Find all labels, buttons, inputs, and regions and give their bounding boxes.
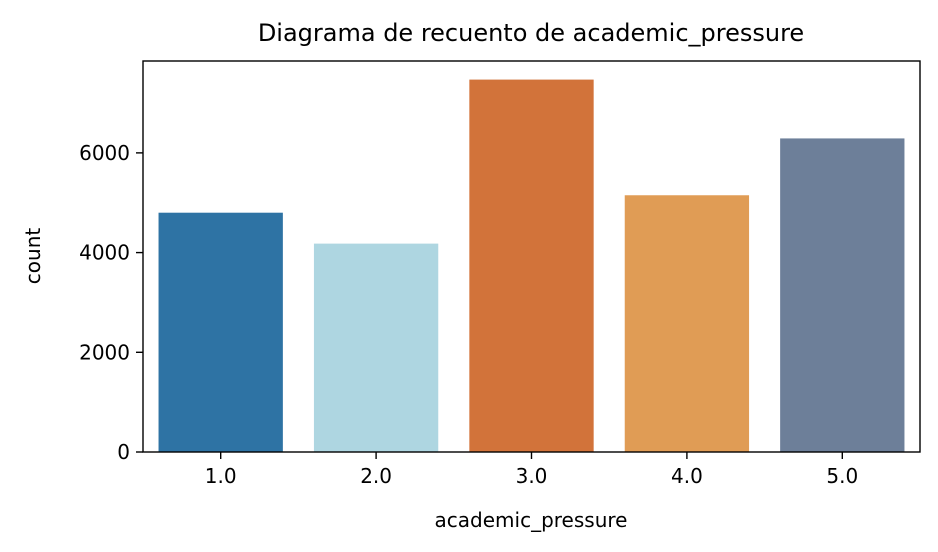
x-tick-label: 5.0: [826, 464, 858, 488]
y-tick-label: 2000: [79, 340, 130, 364]
bar-5.0: [780, 138, 905, 452]
plot-frame: [142, 60, 921, 453]
bars-group: [158, 79, 905, 452]
x-axis-label: academic_pressure: [435, 508, 628, 532]
y-tick-label: 4000: [79, 241, 130, 265]
bar-4.0: [624, 195, 750, 452]
y-tick-label: 0: [117, 440, 130, 464]
x-tick-label: 4.0: [671, 464, 703, 488]
chart-title: Diagrama de recuento de academic_pressur…: [258, 19, 804, 47]
x-tick-label: 1.0: [205, 464, 237, 488]
x-axis: 1.0 2.0 3.0 4.0 5.0: [205, 452, 858, 488]
y-axis: 0 2000 4000 6000: [79, 141, 143, 464]
x-tick-label: 2.0: [360, 464, 392, 488]
y-axis-label: count: [21, 228, 45, 285]
x-tick-label: 3.0: [516, 464, 548, 488]
bar-2.0: [313, 243, 439, 452]
bar-1.0: [158, 212, 283, 452]
bar-3.0: [469, 79, 594, 452]
y-tick-label: 6000: [79, 141, 130, 165]
